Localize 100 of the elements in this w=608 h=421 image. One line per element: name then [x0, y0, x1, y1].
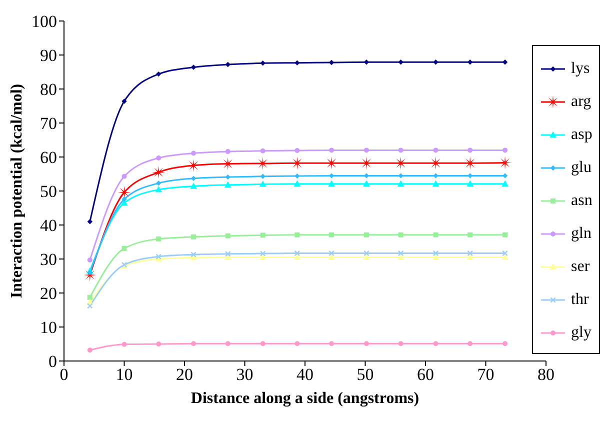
point [191, 234, 196, 240]
point [364, 232, 369, 238]
y-tick-label: 60 [40, 148, 57, 168]
legend-label: gly [571, 324, 592, 342]
point [156, 71, 162, 77]
x-tick-label: 80 [538, 365, 554, 384]
point [260, 148, 266, 154]
point [468, 148, 473, 153]
point [433, 341, 438, 346]
legend-label: gln [571, 224, 592, 242]
point [468, 341, 473, 346]
point [294, 254, 301, 260]
point [466, 180, 474, 186]
legend-label: glu [571, 158, 592, 176]
point [225, 233, 230, 238]
point [187, 159, 200, 172]
point [259, 254, 266, 260]
y-tick-label: 100 [32, 12, 57, 32]
point [155, 186, 162, 192]
point [397, 254, 404, 260]
point [328, 254, 335, 260]
x-axis-title: Distance along a side (angstroms) [190, 390, 420, 407]
point [363, 254, 370, 260]
point [294, 60, 300, 66]
point [398, 341, 404, 346]
point [294, 232, 300, 238]
point [260, 174, 266, 179]
point [191, 341, 196, 346]
point [122, 246, 127, 251]
point [467, 250, 473, 256]
point [156, 236, 162, 242]
point [224, 181, 232, 188]
y-tick-label: 40 [40, 216, 57, 236]
point [224, 251, 231, 257]
x-tick-label: 50 [356, 365, 374, 384]
point [87, 294, 92, 300]
legend-label: asn [571, 192, 592, 210]
legend-label: lys [571, 60, 590, 78]
point [225, 149, 230, 154]
point [225, 174, 230, 180]
point [294, 180, 301, 186]
point [118, 186, 131, 199]
y-axis-title: Interaction potential (kcal/mol) [8, 84, 26, 298]
y-tick-label: 70 [40, 114, 57, 134]
point [224, 254, 232, 260]
point [122, 196, 127, 202]
point [87, 270, 93, 276]
point [328, 250, 334, 256]
y-tick-label: 30 [40, 250, 57, 270]
point [394, 156, 408, 170]
point [329, 232, 334, 238]
point [364, 341, 369, 346]
point [502, 148, 508, 153]
point [498, 156, 512, 170]
point [156, 156, 162, 161]
y-tick-label: 10 [40, 318, 57, 338]
point [433, 232, 438, 238]
point [122, 342, 127, 347]
point [433, 60, 438, 65]
y-tick-label: 0 [48, 352, 57, 372]
point [294, 341, 300, 346]
point [225, 62, 230, 68]
point [191, 150, 196, 156]
point [122, 98, 127, 104]
point [290, 156, 304, 170]
x-tick-label: 20 [176, 365, 193, 384]
point [398, 250, 404, 256]
point [502, 180, 508, 186]
point [429, 156, 442, 170]
point [364, 148, 369, 153]
point [363, 180, 370, 186]
point [190, 182, 197, 189]
point [432, 180, 440, 186]
point [221, 157, 234, 170]
point [294, 250, 300, 256]
point [432, 254, 440, 260]
point [364, 250, 370, 256]
x-tick-label: 70 [477, 365, 494, 384]
point [398, 60, 404, 65]
point [87, 219, 93, 224]
point [190, 252, 196, 258]
point [122, 174, 127, 179]
point [329, 341, 334, 346]
point [502, 341, 508, 346]
point [397, 180, 404, 186]
x-tick-label: 30 [236, 365, 254, 384]
point [502, 232, 508, 238]
point [190, 64, 196, 70]
point [294, 148, 300, 154]
x-tick-label: 40 [296, 365, 314, 384]
point [432, 250, 439, 256]
y-tick-label: 20 [40, 284, 57, 304]
point [433, 148, 438, 153]
point [328, 180, 335, 186]
point [260, 250, 266, 256]
y-tick-label: 80 [40, 80, 57, 100]
legend-label: ser [571, 258, 590, 276]
point [152, 166, 166, 179]
point [156, 180, 162, 186]
point [360, 156, 373, 170]
